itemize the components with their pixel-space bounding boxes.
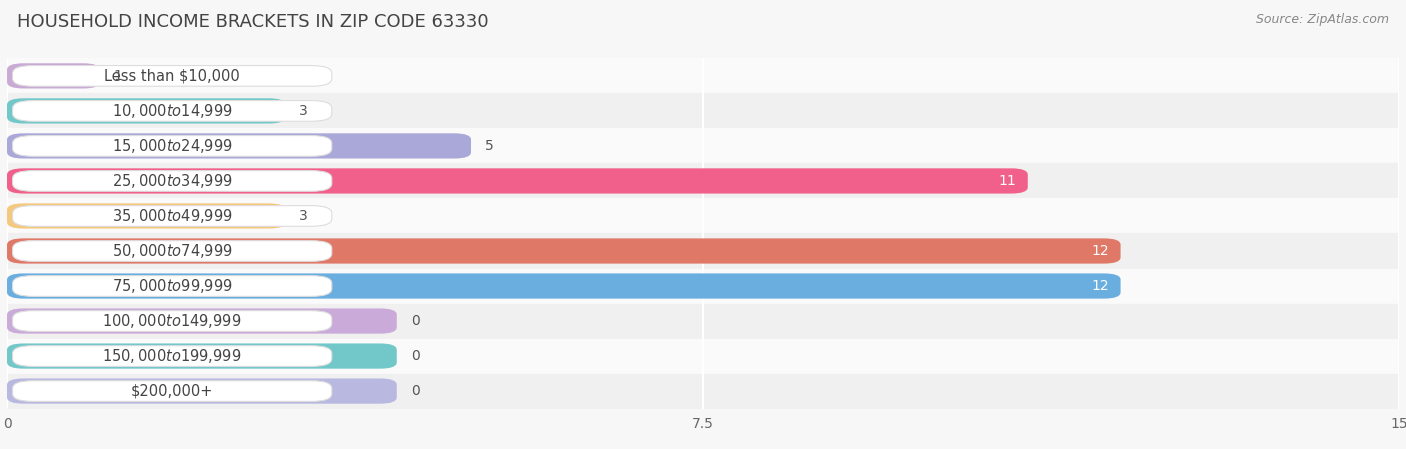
Text: Less than $10,000: Less than $10,000: [104, 68, 240, 84]
Text: 0: 0: [411, 314, 419, 328]
FancyBboxPatch shape: [13, 311, 332, 331]
Bar: [7, 198, 1399, 233]
Bar: [7, 163, 1399, 198]
FancyBboxPatch shape: [7, 98, 285, 123]
Text: 12: 12: [1092, 244, 1109, 258]
FancyBboxPatch shape: [13, 381, 332, 401]
FancyBboxPatch shape: [7, 63, 100, 88]
Text: $75,000 to $99,999: $75,000 to $99,999: [112, 277, 232, 295]
FancyBboxPatch shape: [7, 238, 1121, 264]
FancyBboxPatch shape: [7, 203, 285, 229]
Bar: [7, 269, 1399, 304]
FancyBboxPatch shape: [7, 133, 471, 158]
Text: $25,000 to $34,999: $25,000 to $34,999: [112, 172, 232, 190]
FancyBboxPatch shape: [13, 101, 332, 121]
Text: $100,000 to $149,999: $100,000 to $149,999: [103, 312, 242, 330]
Text: 5: 5: [485, 139, 494, 153]
Bar: [7, 374, 1399, 409]
Text: 0: 0: [411, 349, 419, 363]
Text: $150,000 to $199,999: $150,000 to $199,999: [103, 347, 242, 365]
Text: 11: 11: [998, 174, 1017, 188]
FancyBboxPatch shape: [13, 241, 332, 261]
Bar: [7, 58, 1399, 93]
Text: 0: 0: [411, 384, 419, 398]
FancyBboxPatch shape: [13, 171, 332, 191]
Bar: [7, 339, 1399, 374]
FancyBboxPatch shape: [7, 343, 396, 369]
Text: Source: ZipAtlas.com: Source: ZipAtlas.com: [1256, 13, 1389, 26]
Bar: [7, 304, 1399, 339]
Text: 12: 12: [1092, 279, 1109, 293]
Bar: [7, 93, 1399, 128]
FancyBboxPatch shape: [13, 136, 332, 156]
FancyBboxPatch shape: [7, 308, 396, 334]
Text: 3: 3: [299, 104, 308, 118]
Bar: [7, 233, 1399, 269]
Text: $35,000 to $49,999: $35,000 to $49,999: [112, 207, 232, 225]
Text: $15,000 to $24,999: $15,000 to $24,999: [112, 137, 232, 155]
FancyBboxPatch shape: [13, 206, 332, 226]
Text: $50,000 to $74,999: $50,000 to $74,999: [112, 242, 232, 260]
Text: $10,000 to $14,999: $10,000 to $14,999: [112, 102, 232, 120]
Text: 3: 3: [299, 209, 308, 223]
FancyBboxPatch shape: [13, 276, 332, 296]
Bar: [7, 128, 1399, 163]
Text: $200,000+: $200,000+: [131, 383, 214, 399]
FancyBboxPatch shape: [7, 379, 396, 404]
FancyBboxPatch shape: [7, 273, 1121, 299]
Text: 1: 1: [114, 69, 122, 83]
FancyBboxPatch shape: [13, 346, 332, 366]
FancyBboxPatch shape: [7, 168, 1028, 194]
Text: HOUSEHOLD INCOME BRACKETS IN ZIP CODE 63330: HOUSEHOLD INCOME BRACKETS IN ZIP CODE 63…: [17, 13, 488, 31]
FancyBboxPatch shape: [13, 66, 332, 86]
